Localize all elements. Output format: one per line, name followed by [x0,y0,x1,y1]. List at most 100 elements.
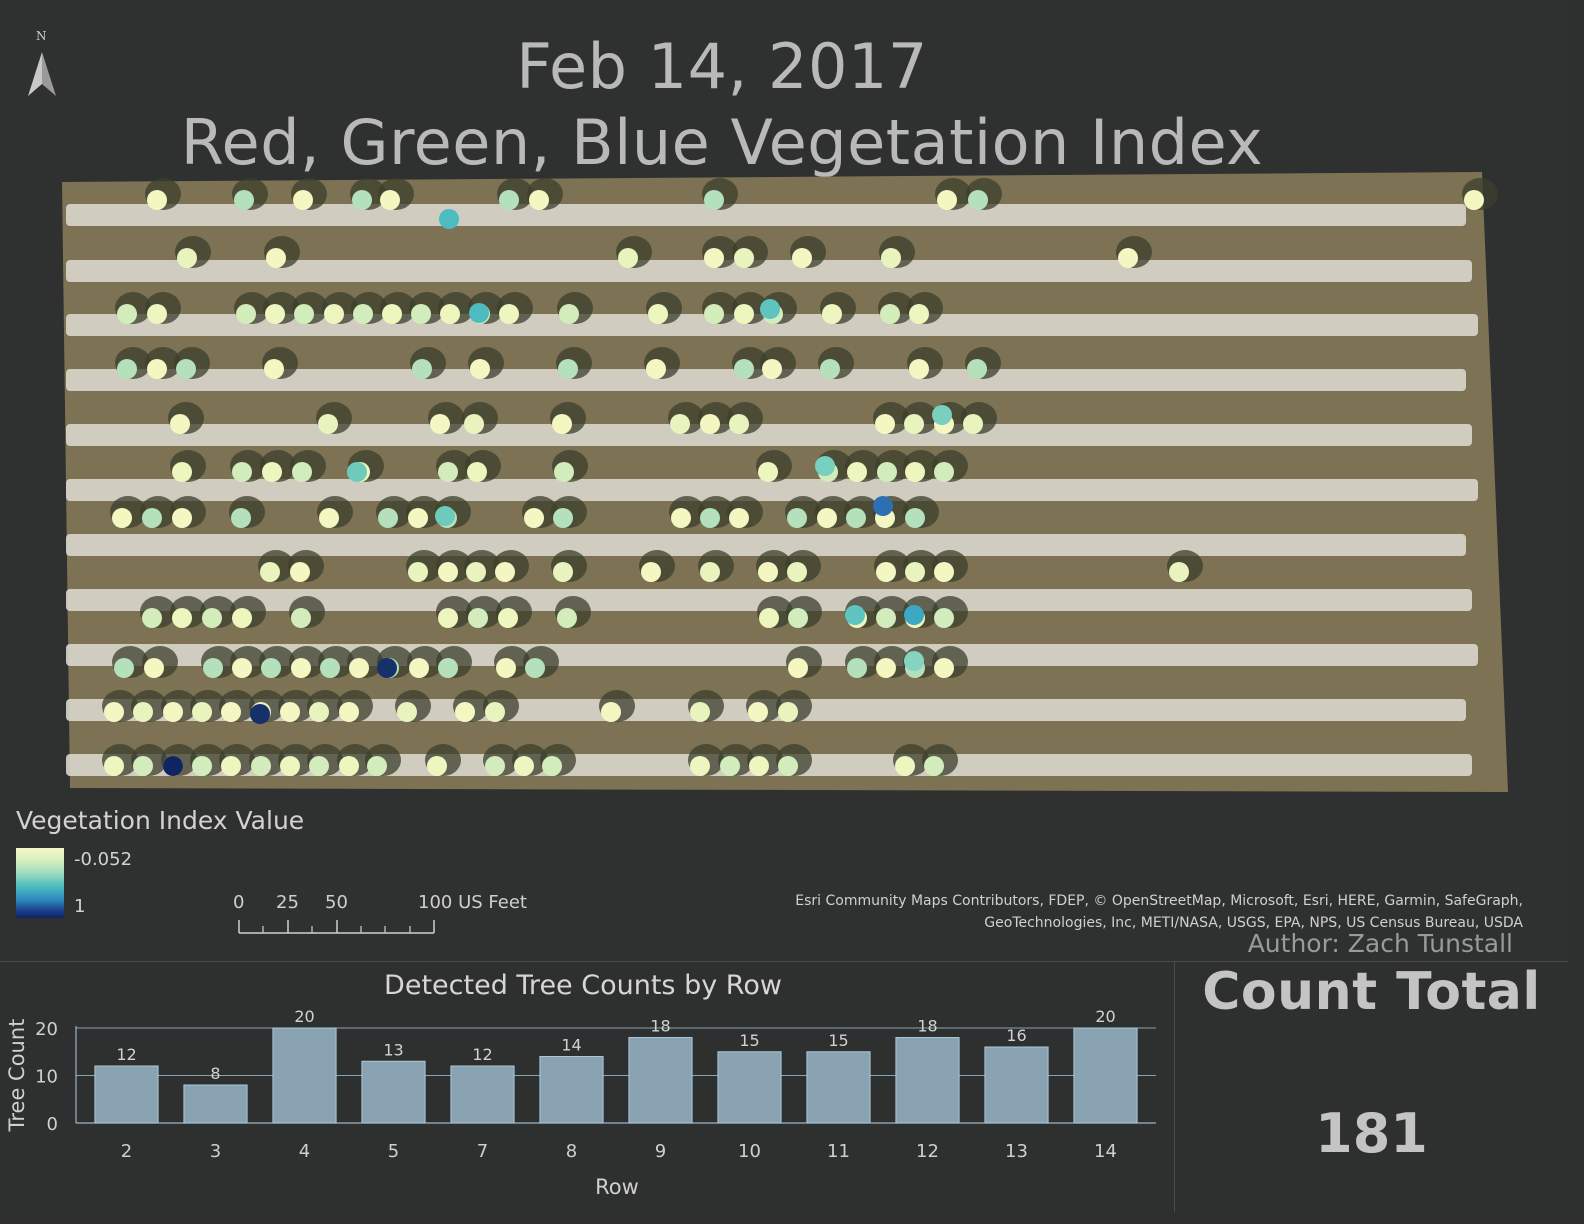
tree-point [778,702,798,722]
tree-point [670,414,690,434]
tree-point [499,304,519,324]
tree-point [525,658,545,678]
tree-point [700,508,720,528]
tree-point [464,414,484,434]
tree-point [822,304,842,324]
tree-point-high-index [845,605,865,625]
tree-point [690,702,710,722]
tree-point [293,190,313,210]
tree-point [172,462,192,482]
tree-point [234,190,254,210]
tree-count-bar-chart: Detected Tree Counts by Row Row Tree Cou… [5,970,1156,1199]
tree-point [557,608,577,628]
tree-point [203,658,223,678]
author-label: Author: Zach Tunstall [1247,929,1513,958]
tree-point [147,304,167,324]
scale-label-50: 50 [325,892,348,913]
tree-point [788,658,808,678]
tree-point [409,658,429,678]
tree-point [787,508,807,528]
tree-point-high-index [932,405,952,425]
tree-point [221,702,241,722]
tree-point [318,414,338,434]
tree-point [704,248,724,268]
detected-tree-points [104,190,1484,776]
tree-point [380,190,400,210]
tree-point [104,756,124,776]
tree-point [729,414,749,434]
tree-point-high-index [469,303,489,323]
tree-point [367,756,387,776]
x-tick-label: 14 [1094,1141,1117,1162]
tree-point [495,562,515,582]
tree-point [440,304,460,324]
bar-value-label: 18 [650,1017,670,1036]
tree-point [236,304,256,324]
tree-point [905,562,925,582]
tree-point [646,359,666,379]
tree-point [704,190,724,210]
bar-value-label: 13 [383,1040,403,1059]
tree-point [202,608,222,628]
y-tick-label: 20 [35,1019,58,1040]
tree-point [876,562,896,582]
scale-label-0: 0 [233,892,245,913]
tree-point-high-index [760,299,780,319]
scale-label-100: 100 US Feet [418,892,527,913]
tree-point [455,702,475,722]
tree-point [909,304,929,324]
tree-point [172,608,192,628]
tree-point [496,658,516,678]
tree-point [618,248,638,268]
chart-bar [539,1056,604,1124]
tree-point [905,462,925,482]
tree-point [466,562,486,582]
tree-point [221,756,241,776]
bar-value-label: 8 [210,1064,220,1083]
tree-point [349,658,369,678]
map-title-index: Red, Green, Blue Vegetation Index [180,106,1264,179]
chart-bar [806,1051,871,1124]
tree-point [558,359,578,379]
tree-point [748,702,768,722]
tree-point [261,658,281,678]
tree-point [176,359,196,379]
tree-point [734,304,754,324]
tree-point [905,508,925,528]
tree-point [280,756,300,776]
aerial-imagery-map[interactable] [62,172,1508,794]
tree-point [192,756,212,776]
bed-strip [66,260,1472,282]
tree-point [266,248,286,268]
tree-point [967,359,987,379]
tree-point [231,508,251,528]
x-tick-label: 3 [210,1141,221,1162]
tree-point [339,756,359,776]
tree-point [909,359,929,379]
tree-point [792,248,812,268]
tree-point [339,702,359,722]
tree-point [280,702,300,722]
tree-point-high-index [904,651,924,671]
tree-point [1118,248,1138,268]
bar-value-label: 12 [116,1045,136,1064]
tree-point [963,414,983,434]
bar-value-label: 18 [917,1017,937,1036]
tree-point [499,190,519,210]
tree-point-high-index [163,756,183,776]
bar-value-label: 20 [294,1007,314,1026]
tree-point [292,462,312,482]
tree-point [559,304,579,324]
tree-point [438,658,458,678]
chart-bar [895,1037,960,1124]
tree-point [353,304,373,324]
tree-point [117,359,137,379]
tree-point [264,359,284,379]
tree-point [877,462,897,482]
tree-point [734,359,754,379]
x-tick-label: 13 [1005,1141,1028,1162]
tree-point [700,562,720,582]
chart-bar [984,1046,1049,1124]
chart-x-axis-label: Row [595,1175,639,1199]
tree-point [778,756,798,776]
